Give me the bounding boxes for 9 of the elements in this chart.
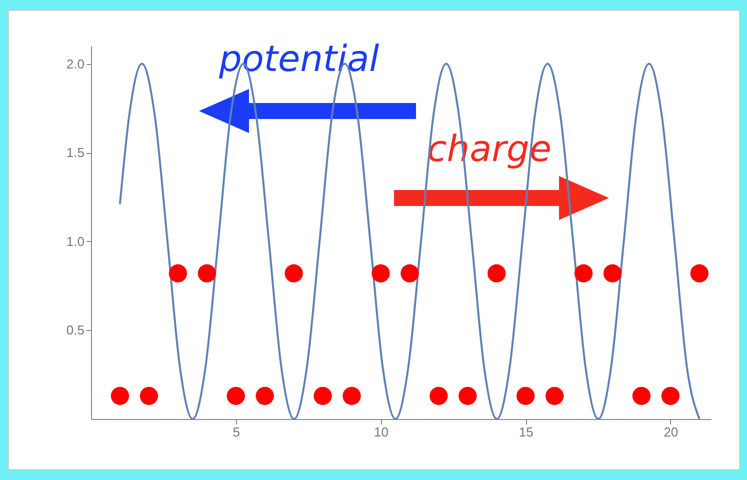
annotation: potential [219,39,380,80]
x-tick-label: 10 [374,424,388,440]
x-tick-label: 5 [232,424,240,440]
x-tick-label: 20 [664,424,678,440]
y-tick-label: 1.5 [66,145,84,160]
y-tick-label: 0.5 [66,322,84,338]
y-tick-label: 1.0 [66,234,84,249]
x-tick-label: 15 [518,424,534,440]
y-tick-label: 2.0 [66,56,84,72]
